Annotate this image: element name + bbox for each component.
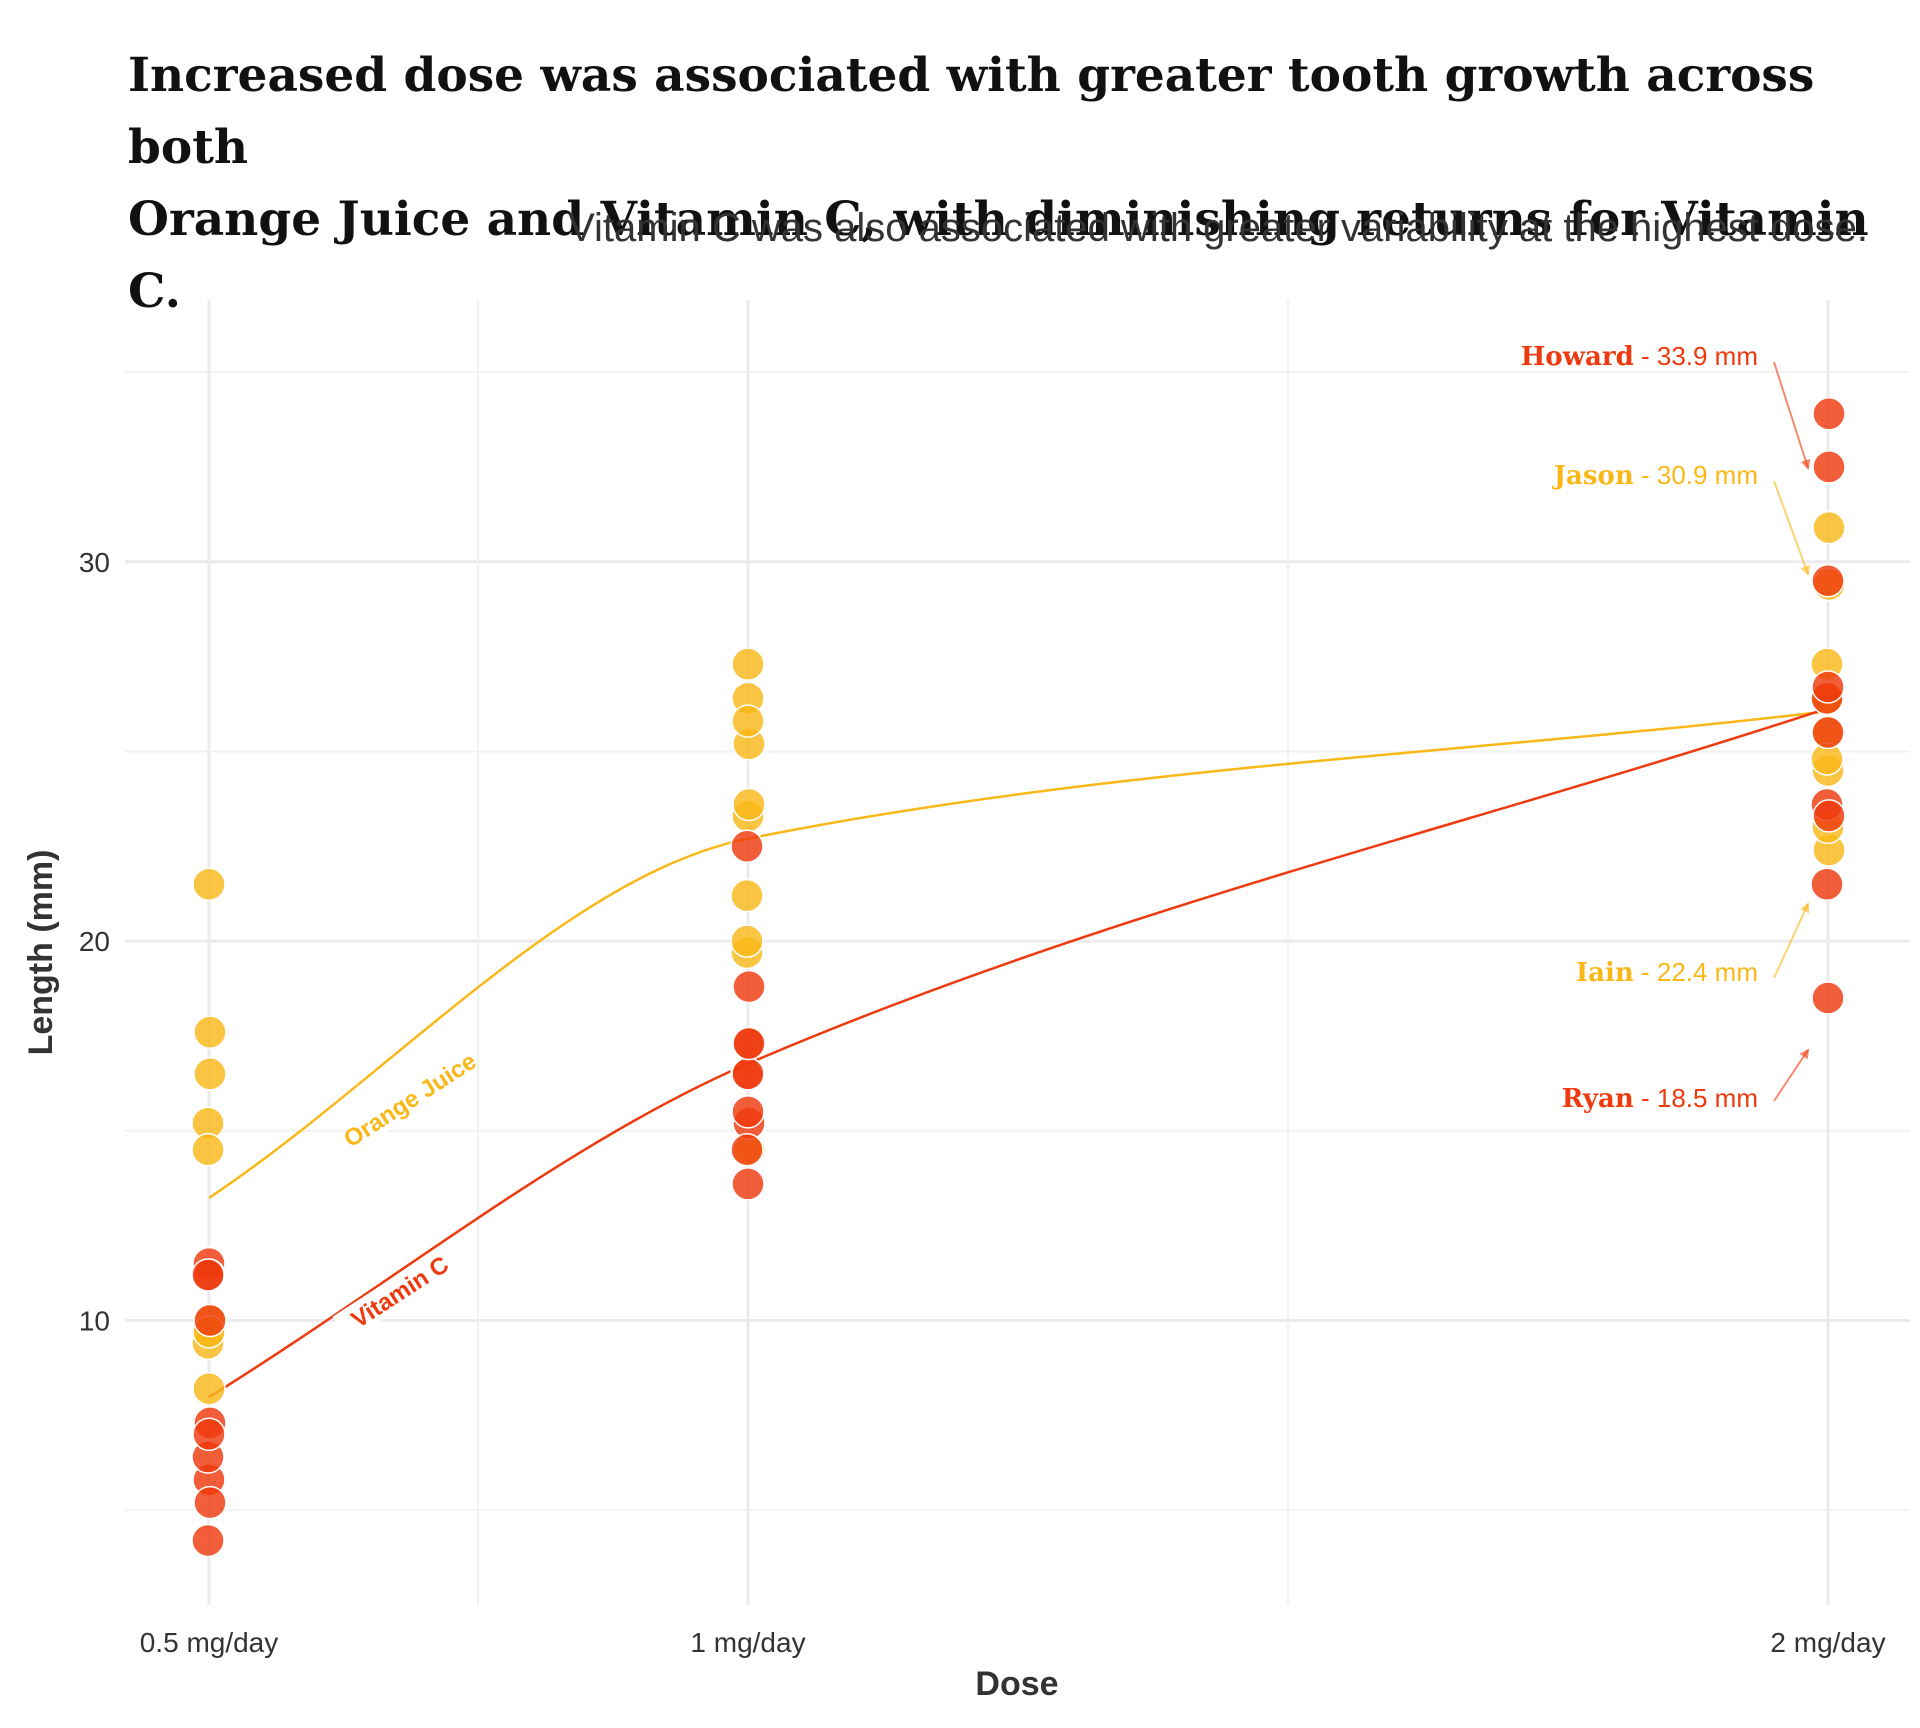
data-point <box>1812 510 1846 545</box>
annotation-arrow <box>1773 480 1810 576</box>
annotation-arrow <box>1773 361 1811 470</box>
x-tick-label: 2 mg/day <box>1770 1627 1885 1658</box>
axes: 10 20 30 0.5 mg/day 1 mg/day 2 mg/day Dose Leng… <box>22 547 1886 1703</box>
data-point <box>191 1133 225 1167</box>
data-point <box>730 878 764 913</box>
data-point <box>731 1167 765 1201</box>
chart-title-line-2: Orange Juice and Vitamin C, with diminis… <box>128 192 1869 319</box>
annotation-arrow <box>1773 902 1810 979</box>
data-point <box>191 1523 225 1558</box>
gridlines <box>125 300 1910 1605</box>
data-point <box>1812 450 1846 484</box>
data-point <box>731 704 765 738</box>
y-tick-label: 20 <box>79 926 110 957</box>
data-point <box>731 1057 765 1091</box>
annotation-label: Howard - 33.9 mm <box>1521 341 1758 372</box>
x-tick-label: 1 mg/day <box>690 1627 805 1658</box>
data-point <box>193 1485 227 1520</box>
data-point <box>732 969 766 1004</box>
data-point <box>730 924 764 958</box>
data-point <box>192 867 226 901</box>
line-label: Orange Juice <box>339 1048 481 1153</box>
annotation-value: - 33.9 mm <box>1634 341 1758 371</box>
data-point <box>731 1095 765 1129</box>
data-point <box>193 1057 227 1091</box>
data-point <box>730 1133 764 1167</box>
annotation-value: - 18.5 mm <box>1634 1083 1758 1113</box>
data-point <box>1810 867 1844 901</box>
annotation-name: Jason <box>1552 461 1634 491</box>
data-point <box>1812 397 1846 431</box>
data-point <box>732 1026 766 1061</box>
data-point <box>193 1015 227 1049</box>
data-point <box>730 829 764 864</box>
data-point <box>192 1417 226 1452</box>
data-point <box>1811 563 1845 598</box>
line-label-bg <box>332 1240 467 1342</box>
chart-title: Increased dose was associated with great… <box>128 40 1888 328</box>
x-tick-label: 0.5 mg/day <box>140 1627 279 1658</box>
annotation-label: Jason - 30.9 mm <box>1552 460 1758 491</box>
x-axis-title: Dose <box>975 1665 1058 1703</box>
annotation-label: Iain - 22.4 mm <box>1576 957 1758 988</box>
data-point <box>1811 670 1845 704</box>
annotation-label: Ryan - 18.5 mm <box>1562 1083 1758 1114</box>
annotation-name: Iain <box>1576 958 1634 988</box>
annotations: Howard - 33.9 mm Jason - 30.9 mm Iain - 22… <box>1521 341 1811 1114</box>
trend-line <box>208 709 1829 1199</box>
chart-subtitle: Vitamin C was also associated with great… <box>568 206 1868 250</box>
data-point <box>193 1303 227 1338</box>
y-tick-label: 10 <box>79 1305 110 1336</box>
y-tick-label: 30 <box>79 547 110 578</box>
line-label-bg <box>342 1048 477 1150</box>
annotation-arrow <box>1773 1048 1810 1102</box>
y-axis-title: Length (mm) <box>22 850 60 1056</box>
annotation-name: Ryan <box>1562 1084 1634 1114</box>
data-point <box>191 1258 225 1292</box>
data-point <box>732 787 766 822</box>
data-points <box>191 397 1846 1558</box>
data-point <box>1811 981 1845 1015</box>
annotation-name: Howard <box>1521 342 1634 372</box>
data-point <box>192 1372 226 1406</box>
annotation-value: - 30.9 mm <box>1634 460 1758 490</box>
annotation-value: - 22.4 mm <box>1634 957 1758 987</box>
data-point <box>1811 715 1845 750</box>
trend-line <box>208 707 1829 1399</box>
chart-title-line-1: Increased dose was associated with great… <box>128 48 1815 175</box>
data-point <box>1812 799 1846 833</box>
data-point <box>731 647 765 681</box>
